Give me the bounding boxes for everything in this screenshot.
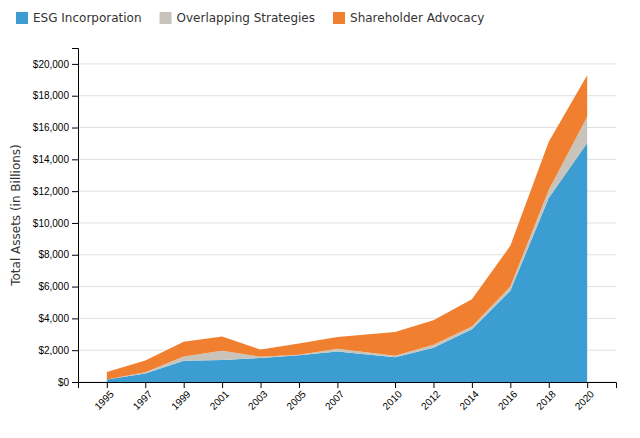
area	[107, 75, 587, 379]
axis-line	[79, 383, 617, 389]
tick-mark	[72, 382, 78, 383]
tick: 2018	[534, 382, 558, 412]
tick: 2007	[323, 382, 347, 412]
tick-label: $14,000	[33, 154, 70, 165]
tick: $20,000	[33, 59, 78, 70]
legend-item: ESG Incorporation	[16, 11, 142, 25]
tick-mark	[72, 318, 78, 319]
tick: $18,000	[33, 90, 78, 101]
legend-label: Shareholder Advocacy	[350, 11, 484, 25]
tick-mark	[261, 382, 262, 388]
tick-mark	[72, 223, 78, 224]
tick: $4,000	[38, 313, 78, 324]
grid-line	[78, 95, 616, 96]
grid-line	[78, 63, 616, 64]
legend: ESG Incorporation Overlapping Strategies S…	[16, 11, 484, 25]
legend-label: Overlapping Strategies	[177, 11, 315, 25]
legend-item: Overlapping Strategies	[160, 11, 315, 25]
tick-label: $8,000	[38, 249, 69, 260]
tick-label: 2005	[284, 388, 308, 412]
tick-label: 2016	[496, 388, 520, 412]
tick: $12,000	[33, 186, 78, 197]
tick: 2001	[208, 382, 232, 412]
tick-label: 2010	[381, 388, 405, 412]
tick-label: $10,000	[33, 218, 70, 229]
tick-label: 1995	[92, 388, 116, 412]
tick: 2012	[419, 382, 443, 412]
tick-label: $0	[58, 377, 70, 388]
tick-mark	[299, 382, 300, 388]
tick-label: 2003	[246, 388, 270, 412]
tick: 2010	[381, 382, 405, 412]
legend-swatch	[333, 12, 345, 24]
x-axis: 1995 1997 1999 2001 2003 2005 2007 2010 2012 2014…	[79, 382, 617, 412]
tick: 2020	[573, 382, 597, 412]
tick: $10,000	[33, 218, 78, 229]
chart: 1995 1997 1999 2001 2003 2005 2007 2010 2012 2014…	[0, 0, 640, 438]
tick-label: $20,000	[33, 59, 70, 70]
tick-label: $18,000	[33, 90, 70, 101]
tick: $2,000	[38, 345, 78, 356]
tick: $8,000	[38, 249, 78, 260]
tick-label: 2018	[534, 388, 558, 412]
plot: 1995 1997 1999 2001 2003 2005 2007 2010 2012 2014…	[33, 49, 617, 412]
tick-mark	[72, 287, 78, 288]
tick: $14,000	[33, 154, 78, 165]
tick-label: 2014	[457, 388, 481, 412]
tick-mark	[145, 382, 146, 388]
tick-label: 2012	[419, 388, 443, 412]
tick-label: 2020	[573, 388, 597, 412]
tick-mark	[549, 382, 550, 388]
tick: 1999	[169, 382, 193, 412]
tick-mark	[587, 382, 588, 388]
axis-title: Total Assets (in Billions)	[9, 144, 23, 287]
tick-mark	[72, 128, 78, 129]
tick-mark	[72, 350, 78, 351]
tick-mark	[433, 382, 434, 388]
grid-line	[78, 159, 616, 160]
tick: 1997	[131, 382, 155, 412]
tick-mark	[72, 159, 78, 160]
tick-mark	[72, 64, 78, 65]
legend-label: ESG Incorporation	[33, 11, 142, 25]
tick-mark	[222, 382, 223, 388]
tick: $6,000	[38, 281, 78, 292]
tick-label: $16,000	[33, 122, 70, 133]
tick: 2014	[457, 382, 481, 412]
y-axis: $0 $2,000 $4,000 $6,000 $8,000 $10,000 $12,000…	[33, 49, 79, 388]
tick: 2016	[496, 382, 520, 412]
grid	[78, 64, 616, 382]
tick-label: 1997	[131, 388, 155, 412]
tick-label: 2007	[323, 388, 347, 412]
tick-mark	[510, 382, 511, 388]
tick-mark	[72, 96, 78, 97]
legend-item: Shareholder Advocacy	[333, 11, 484, 25]
tick-label: 1999	[169, 388, 193, 412]
tick-label: 2001	[208, 388, 232, 412]
tick-mark	[107, 382, 108, 388]
tick-label: $2,000	[38, 345, 69, 356]
tick-mark	[72, 191, 78, 192]
tick: 2003	[246, 382, 270, 412]
tick-mark	[395, 382, 396, 388]
areas	[107, 75, 587, 382]
grid-line	[78, 127, 616, 128]
tick: 2005	[284, 382, 308, 412]
tick-label: $6,000	[38, 281, 69, 292]
tick-mark	[337, 382, 338, 388]
axis-line	[72, 49, 79, 383]
tick-label: $12,000	[33, 186, 70, 197]
tick: 1995	[92, 382, 116, 412]
tick: $16,000	[33, 122, 78, 133]
tick-mark	[72, 255, 78, 256]
tick-mark	[184, 382, 185, 388]
tick-mark	[472, 382, 473, 388]
legend-swatch	[16, 12, 28, 24]
tick-label: $4,000	[38, 313, 69, 324]
tick: $0	[58, 377, 78, 388]
legend-swatch	[160, 12, 172, 24]
